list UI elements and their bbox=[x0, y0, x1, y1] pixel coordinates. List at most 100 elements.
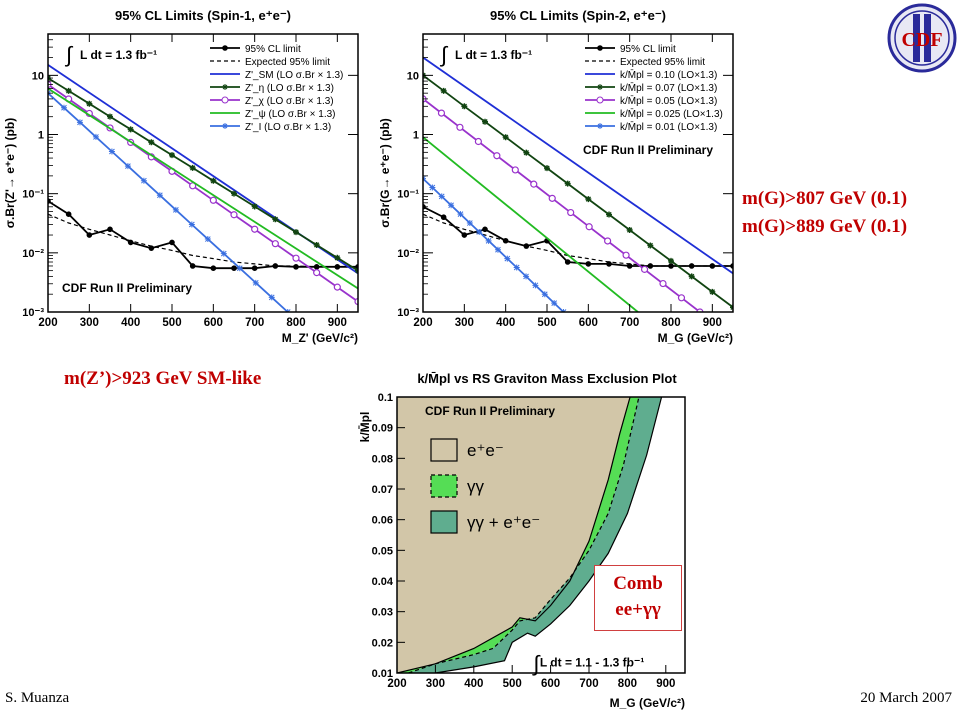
integral-sign: ∫ bbox=[439, 42, 449, 67]
data-point bbox=[626, 263, 633, 269]
data-point bbox=[523, 149, 530, 156]
y-tick-label: 0.04 bbox=[372, 576, 394, 588]
data-point bbox=[220, 250, 227, 257]
footer-date: 20 March 2007 bbox=[860, 690, 952, 706]
x-tick-label: 300 bbox=[426, 678, 445, 690]
data-point bbox=[65, 211, 72, 217]
legend-marker bbox=[597, 45, 603, 51]
data-point bbox=[530, 180, 538, 188]
y-axis-label: k/M̄pl bbox=[358, 412, 372, 443]
x-tick-label: 700 bbox=[620, 317, 639, 329]
legend-label: 95% CL limit bbox=[245, 44, 301, 55]
data-point bbox=[231, 190, 237, 197]
region-ee bbox=[397, 397, 631, 673]
series-line bbox=[423, 177, 565, 312]
plot-note: CDF Run II Preliminary bbox=[425, 404, 555, 418]
data-point bbox=[438, 193, 445, 200]
data-point bbox=[688, 273, 695, 280]
data-point bbox=[313, 241, 320, 248]
data-point bbox=[461, 103, 468, 110]
data-point bbox=[513, 264, 520, 271]
integral-sign: ∫ bbox=[531, 651, 541, 676]
y-tick-label: 0.01 bbox=[372, 668, 393, 680]
x-tick-label: 800 bbox=[618, 678, 637, 690]
data-point bbox=[466, 220, 473, 227]
y-tick-label: 0.05 bbox=[372, 545, 393, 557]
comb-box: Comb ee+γγ bbox=[594, 565, 682, 631]
data-point bbox=[494, 246, 501, 253]
series-line bbox=[423, 74, 733, 309]
data-point bbox=[156, 192, 163, 199]
legend-label: Expected 95% limit bbox=[620, 57, 705, 68]
x-tick-label: 900 bbox=[328, 317, 347, 329]
x-tick-label: 200 bbox=[38, 317, 57, 329]
boundary-comb bbox=[435, 397, 663, 673]
zprime-limit: m(Z’)>923 GeV SM-like bbox=[64, 368, 262, 389]
x-tick-label: 900 bbox=[703, 317, 722, 329]
data-point bbox=[189, 263, 196, 269]
data-point bbox=[567, 208, 575, 217]
x-tick-label: 600 bbox=[579, 317, 598, 329]
data-point bbox=[523, 273, 530, 280]
x-tick-label: 400 bbox=[496, 317, 515, 329]
x-tick-label: 300 bbox=[80, 317, 99, 329]
y-tick-label: 0.08 bbox=[372, 453, 393, 465]
data-point bbox=[437, 109, 446, 117]
data-point bbox=[252, 279, 259, 286]
region-group bbox=[397, 397, 663, 673]
legend-marker bbox=[597, 84, 603, 90]
comb-line1: Comb bbox=[613, 573, 663, 594]
y-tick-label: 0.09 bbox=[372, 423, 393, 435]
exclusion-plot: k/M̄pl vs RS Graviton Mass Exclusion Plo… bbox=[358, 371, 686, 710]
x-tick-label: 200 bbox=[413, 317, 432, 329]
data-point bbox=[668, 257, 674, 264]
plot-frame bbox=[47, 33, 359, 313]
y-tick-label: 0.06 bbox=[372, 515, 393, 527]
data-point bbox=[76, 119, 83, 126]
data-point bbox=[236, 265, 243, 272]
data-point bbox=[677, 294, 686, 302]
data-point bbox=[230, 211, 238, 219]
legend-label: γγ + e⁺e⁻ bbox=[467, 513, 540, 532]
legend-label: Z'_η (LO σ.Br × 1.3) bbox=[245, 83, 334, 94]
data-point bbox=[60, 104, 67, 111]
data-point bbox=[124, 163, 131, 170]
data-point bbox=[92, 133, 99, 140]
legend-label: k/M̄pl = 0.025 (LO×1.3) bbox=[620, 107, 723, 120]
series-line bbox=[423, 56, 733, 275]
data-point bbox=[148, 245, 155, 251]
data-point bbox=[272, 216, 279, 223]
data-point bbox=[482, 226, 488, 233]
legend-label: Expected 95% limit bbox=[245, 57, 330, 68]
data-point bbox=[585, 196, 592, 203]
graviton-limit-2: m(G)>889 GeV (0.1) bbox=[742, 216, 908, 237]
data-point bbox=[622, 251, 630, 259]
y-axis-label: σ.Br(G→ e⁺e⁻) (pb) bbox=[378, 118, 392, 228]
data-point bbox=[204, 236, 211, 243]
x-axis-label: M_G (GeV/c²) bbox=[658, 331, 733, 345]
y-tick-label: 10⁻² bbox=[22, 248, 44, 260]
region-comb bbox=[408, 397, 662, 673]
data-point bbox=[585, 223, 593, 231]
series-line bbox=[48, 92, 289, 312]
y-tick-label: 1 bbox=[38, 130, 44, 142]
comb-line2: ee+γγ bbox=[615, 599, 661, 620]
series-group bbox=[423, 56, 733, 312]
boundary-ee bbox=[397, 397, 631, 673]
spin2-limit-plot: 95% CL Limits (Spin-2, e⁺e⁻) σ.Br(G→ e⁺e⁻… bbox=[378, 8, 734, 345]
data-point bbox=[65, 87, 72, 94]
integral-label: L dt = 1.1 - 1.3 fb⁻¹ bbox=[540, 655, 644, 669]
x-tick-label: 500 bbox=[503, 678, 522, 690]
y-tick-label: 0.03 bbox=[372, 607, 393, 619]
legend-marker bbox=[222, 123, 228, 129]
data-point bbox=[293, 229, 299, 236]
data-point bbox=[709, 288, 716, 295]
data-point bbox=[333, 283, 341, 291]
legend-swatch bbox=[430, 474, 458, 498]
data-point bbox=[86, 232, 93, 238]
data-point bbox=[659, 279, 667, 288]
data-point bbox=[640, 265, 649, 273]
data-point bbox=[268, 294, 275, 301]
data-point bbox=[209, 196, 217, 204]
graviton-limit-1: m(G)>807 GeV (0.1) bbox=[742, 188, 908, 209]
